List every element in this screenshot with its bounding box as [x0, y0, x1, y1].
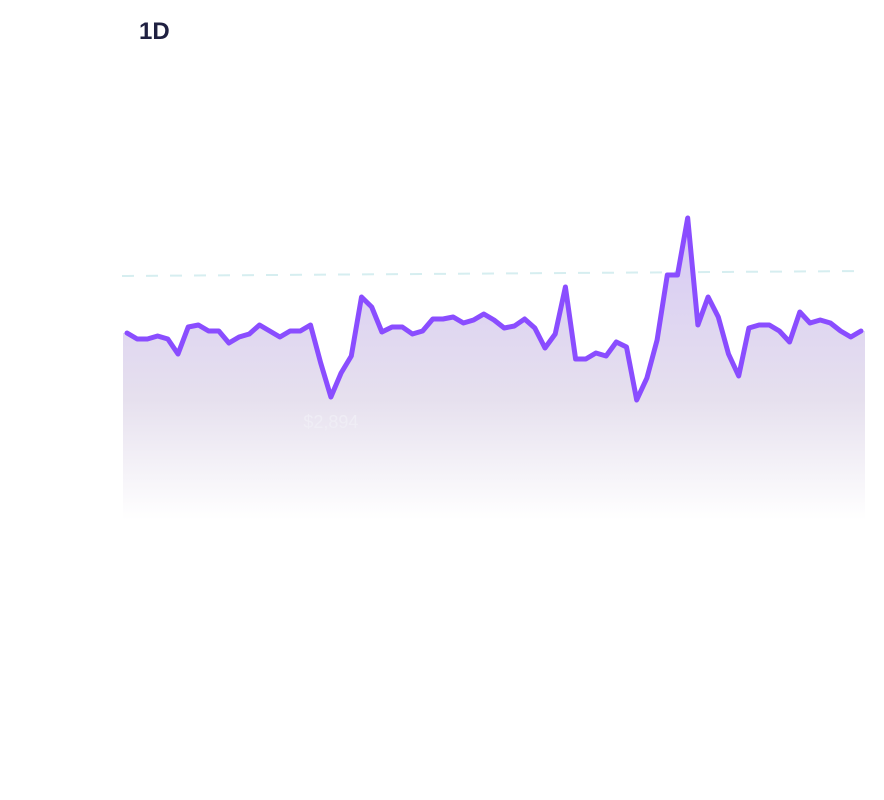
min-price-label: $2,894 — [303, 412, 358, 432]
price-line — [124, 215, 864, 403]
range-label[interactable]: 1D — [139, 18, 170, 45]
reference-line — [121, 270, 867, 277]
area-fill — [123, 218, 865, 520]
